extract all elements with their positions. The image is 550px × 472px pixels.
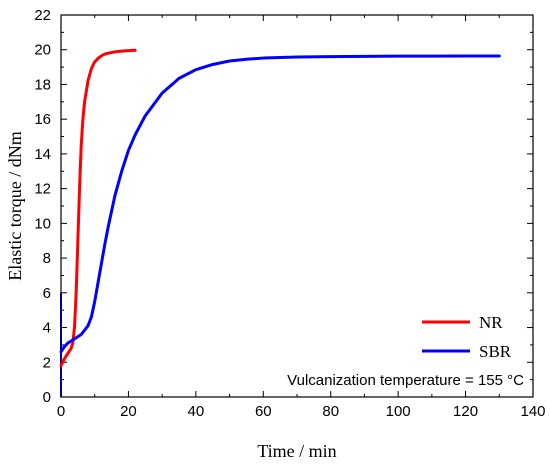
x-tick-label: 100 xyxy=(386,403,411,420)
x-axis-title: Time / min xyxy=(257,441,336,461)
y-tick-label: 20 xyxy=(34,42,51,59)
legend-label-sbr: SBR xyxy=(479,342,512,361)
y-tick-label: 8 xyxy=(43,250,51,267)
y-tick-label: 4 xyxy=(43,320,51,337)
x-tick-label: 20 xyxy=(120,403,137,420)
y-tick-label: 18 xyxy=(34,76,51,93)
series-line-sbr xyxy=(59,54,501,354)
legend-label-nr: NR xyxy=(479,313,503,332)
y-tick-label: 2 xyxy=(43,354,51,371)
x-tick-label: 140 xyxy=(520,403,545,420)
y-tick-label: 0 xyxy=(43,389,51,406)
x-tick-label: 0 xyxy=(57,403,65,420)
x-axis-ticks: 0 20 40 60 80 100 120 140 xyxy=(57,15,546,420)
x-tick-label: 80 xyxy=(322,403,339,420)
series-line-nr xyxy=(59,48,137,368)
y-axis-ticks: 0 2 4 6 8 10 12 14 16 18 20 22 xyxy=(34,7,533,406)
y-tick-label: 22 xyxy=(34,7,51,24)
x-tick-label: 40 xyxy=(188,403,205,420)
y-tick-label: 6 xyxy=(43,285,51,302)
y-tick-label: 10 xyxy=(34,215,51,232)
x-tick-label: 60 xyxy=(255,403,272,420)
y-tick-label: 14 xyxy=(34,146,51,163)
annotation-temperature: Vulcanization temperature = 155 °C xyxy=(287,372,524,389)
legend: NR SBR xyxy=(422,313,512,361)
series-lines xyxy=(59,48,501,368)
x-tick-label: 120 xyxy=(453,403,478,420)
y-tick-label: 12 xyxy=(34,181,51,198)
plot-frame xyxy=(60,14,534,398)
y-tick-label: 16 xyxy=(34,111,51,128)
y-axis-title: Elastic torque / dNm xyxy=(5,131,25,280)
